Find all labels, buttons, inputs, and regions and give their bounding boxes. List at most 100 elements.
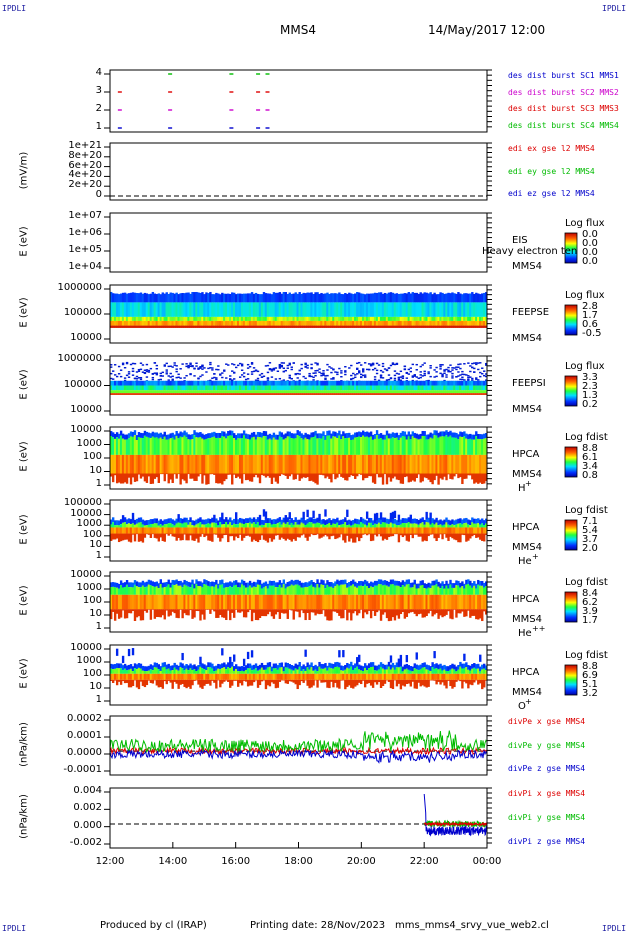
spectrogram-cell-hpca_hepp xyxy=(173,609,176,614)
spectrogram-cell-feepse xyxy=(344,302,347,317)
spectrogram-cell-hpca_hepp xyxy=(328,586,331,595)
spectrogram-cell-feepse xyxy=(246,320,250,326)
spectrogram-cell-feepse xyxy=(258,316,262,321)
spectrogram-cell-hpca_h xyxy=(145,454,149,474)
spectrogram-cell-hpca_he xyxy=(473,527,476,534)
spectrogram-cell-hpca_o xyxy=(221,679,224,684)
spectrogram-cell-hpca_hepp xyxy=(205,580,208,585)
spectrogram-cell-feepse xyxy=(316,316,319,321)
spectrogram-cell-feepsi xyxy=(181,393,184,395)
spectrogram-cell-hpca_he xyxy=(413,527,416,534)
spectrogram-cell-hpca_he xyxy=(282,522,286,528)
spectrogram-cell-feepse xyxy=(173,325,176,328)
spectrogram-cell-hpca_hepp xyxy=(280,587,284,595)
spectrogram-cell-hpca_hepp xyxy=(344,594,347,610)
spectrogram-cell-hpca_h xyxy=(268,433,272,439)
spectrogram-cell-hpca_he xyxy=(352,527,355,534)
spectrogram-cell-feepsi xyxy=(483,374,486,377)
spectrogram-cell-hpca_hepp xyxy=(391,584,395,595)
spectrogram-cell-hpca_hepp xyxy=(473,609,476,616)
spectrogram-cell-feepsi xyxy=(358,393,361,395)
spectrogram-cell-hpca_h xyxy=(405,473,409,477)
spectrogram-cell-feepse xyxy=(316,325,319,328)
spectrogram-cell-hpca_he xyxy=(314,527,317,534)
spectrogram-cell-hpca_hepp xyxy=(236,582,240,588)
spectrogram-cell-hpca_he xyxy=(229,533,232,537)
spectrogram-cell-hpca_h xyxy=(266,434,270,440)
spectrogram-cell-hpca_he xyxy=(365,525,369,528)
spectrogram-cell-feepse xyxy=(256,302,260,317)
spectrogram-cell-hpca_hepp xyxy=(286,609,289,619)
spectrogram-cell-feepsi xyxy=(421,364,424,366)
spectrogram-cell-hpca_hepp xyxy=(356,587,359,595)
spectrogram-cell-feepsi xyxy=(461,378,464,381)
spectrogram-cell-feepsi xyxy=(193,375,196,377)
spectrogram-cell-feepsi xyxy=(165,393,168,395)
spectrogram-cell-feepse xyxy=(395,320,399,326)
spectrogram-cell-hpca_o xyxy=(294,668,297,674)
spectrogram-cell-feepsi xyxy=(481,393,484,395)
spectrogram-cell-feepse xyxy=(254,292,258,303)
spectrogram-cell-hpca_hepp xyxy=(276,587,280,595)
spectrogram-cell-hpca_h xyxy=(298,431,301,437)
spectrogram-cell-feepsi xyxy=(391,362,395,364)
spectrogram-cell-feepse xyxy=(233,320,236,326)
spectrogram-cell-hpca_hepp xyxy=(139,587,143,595)
spectrogram-cell-hpca_o xyxy=(199,673,202,680)
spectrogram-cell-feepse xyxy=(270,316,274,321)
spectrogram-cell-feepse xyxy=(280,302,284,317)
spectrogram-cell-hpca_hepp xyxy=(326,580,329,585)
spectrogram-cell-hpca_he xyxy=(236,527,240,534)
spectrogram-cell-hpca_o xyxy=(161,662,164,668)
spectrogram-cell-hpca_hepp xyxy=(441,586,444,595)
spectrogram-cell-feepse xyxy=(127,325,131,328)
spectrogram-cell-hpca_hepp xyxy=(135,586,139,595)
spectrogram-cell-feepse xyxy=(171,325,174,328)
spectrogram-cell-feepse xyxy=(399,316,403,321)
spectrogram-cell-hpca_he xyxy=(375,527,379,534)
spectrogram-cell-hpca_h xyxy=(463,473,466,479)
spectrogram-cell-hpca_he xyxy=(302,518,305,524)
spectrogram-cell-feepse xyxy=(187,302,190,317)
spectrogram-cell-hpca_hepp xyxy=(227,582,230,588)
spectrogram-cell-hpca_h xyxy=(153,454,157,474)
spectrogram-cell-hpca_he xyxy=(369,527,373,534)
spectrogram-cell-hpca_he xyxy=(111,533,115,540)
spectrogram-cell-hpca_hepp xyxy=(151,581,155,587)
spectrogram-cell-hpca_h xyxy=(191,439,194,455)
spectrogram-cell-feepsi xyxy=(145,363,149,366)
spectrogram-cell-hpca_he xyxy=(316,527,319,534)
spectrogram-cell-feepsi xyxy=(318,368,321,370)
spectrogram-cell-hpca_he xyxy=(145,525,149,528)
spectrogram-cell-feepse xyxy=(272,320,276,326)
spectrogram-cell-hpca_he xyxy=(316,533,319,535)
spectrogram-cell-feepsi xyxy=(133,390,137,394)
spectrogram-cell-hpca_o xyxy=(268,679,272,687)
spectrogram-cell-hpca_he xyxy=(306,527,309,534)
spectrogram-cell-feepse xyxy=(177,302,180,317)
spectrogram-cell-hpca_he xyxy=(155,523,159,528)
spectrogram-cell-feepsi xyxy=(141,393,145,395)
spectrogram-cell-hpca_hepp xyxy=(415,583,418,589)
spectrogram-cell-hpca_h xyxy=(246,454,250,474)
spectrogram-cell-feepse xyxy=(383,292,387,303)
spectrogram-cell-hpca_o xyxy=(266,673,270,680)
spectrogram-cell-feepse xyxy=(348,325,351,328)
spectrogram-cell-hpca_o xyxy=(286,673,289,680)
spectrogram-cell-feepsi xyxy=(110,377,113,380)
spectrogram-cell-hpca_hepp xyxy=(435,594,438,610)
spectrogram-cell-feepse xyxy=(371,293,375,303)
spectrogram-cell-hpca_h xyxy=(290,473,293,475)
spectrogram-cell-feepse xyxy=(274,302,278,317)
spectrogram-cell-hpca_h xyxy=(391,473,395,479)
spectrogram-cell-hpca_o xyxy=(131,671,135,674)
spectrogram-cell-hpca_he xyxy=(354,523,357,528)
spectrogram-cell-hpca_hepp xyxy=(111,582,115,587)
spectrogram-cell-hpca_he xyxy=(348,527,351,534)
spectrogram-cell-feepse xyxy=(328,325,331,328)
spectrogram-cell-feepsi xyxy=(276,393,280,395)
spectrogram-cell-feepsi xyxy=(443,380,446,386)
spectrogram-cell-hpca_h xyxy=(173,439,176,455)
spectrogram-cell-hpca_hepp xyxy=(471,609,474,616)
spectrogram-cell-hpca_he xyxy=(421,527,424,534)
